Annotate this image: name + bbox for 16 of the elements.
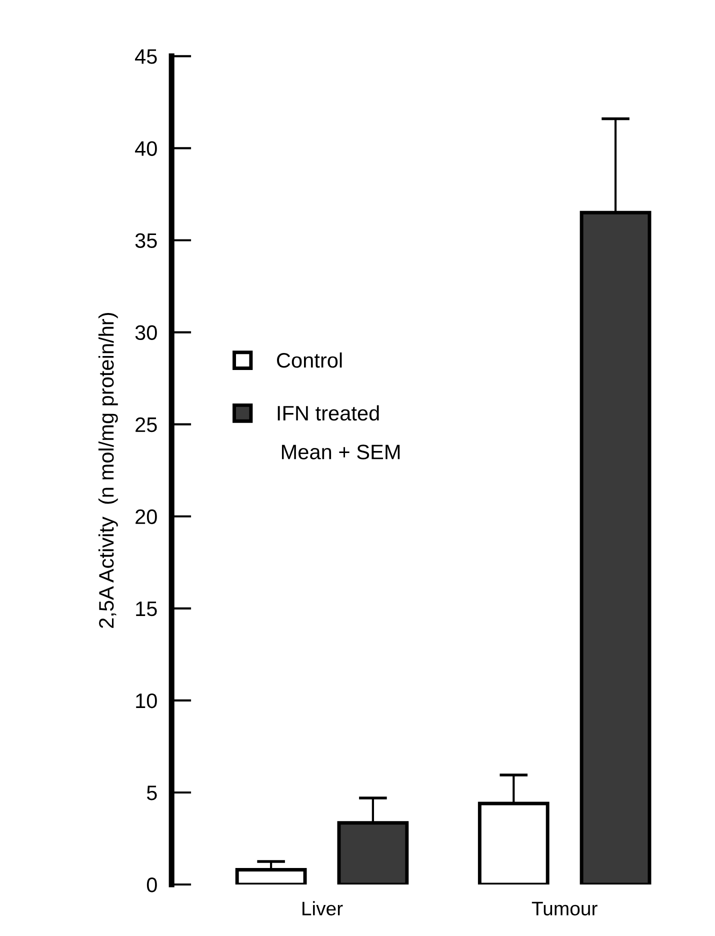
y-tick-label: 10 [136, 693, 157, 708]
y-tick-label: 35 [135, 233, 157, 248]
y-tick-label: 25 [136, 417, 157, 432]
y-tick-label: 30 [135, 325, 157, 340]
y-tick-label: 45 [135, 49, 157, 64]
x-tick-label: Tumour [532, 902, 598, 916]
annotation: Mean + SEM [282, 444, 400, 460]
legend-label: Control [277, 352, 342, 368]
y-axis-title: 2,5A Activity (n mol/mg protein/hr) [98, 312, 118, 628]
y-tick-label: 0 [146, 878, 157, 892]
x-tick-label: Liver [302, 901, 343, 916]
y-tick-label: 40 [135, 141, 157, 156]
y-tick-label: 15 [136, 602, 157, 616]
legend-label: IFN treated [278, 405, 379, 421]
y-tick-label: 20 [136, 509, 157, 524]
y-tick-label: 5 [146, 786, 157, 800]
